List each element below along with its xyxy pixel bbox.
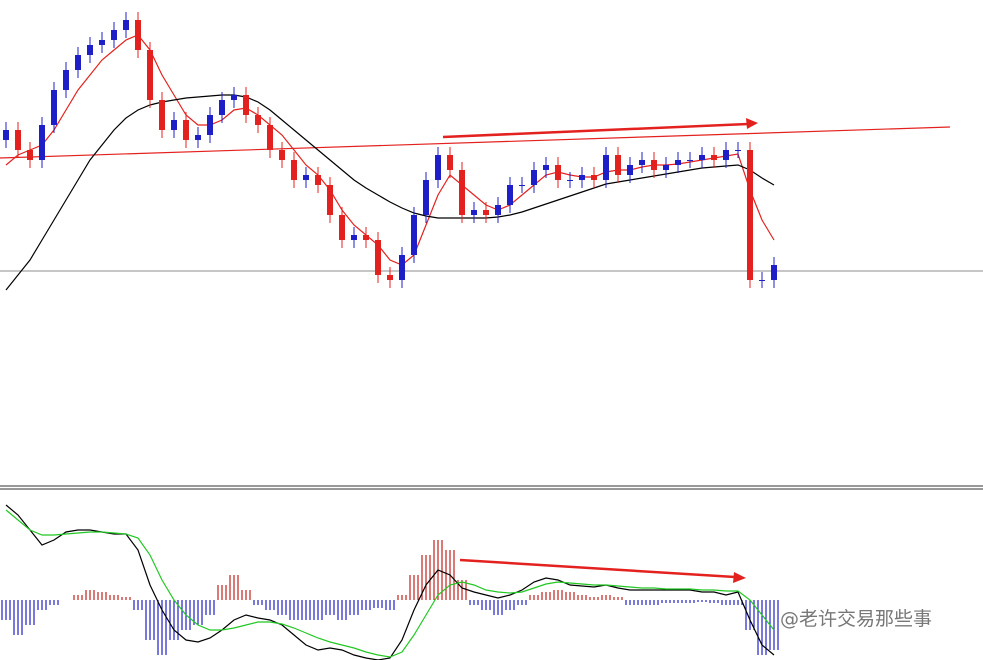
- candle-body: [711, 155, 717, 160]
- arrow-shaft: [442, 122, 749, 139]
- candle-body: [183, 120, 189, 140]
- candle-body: [63, 70, 69, 90]
- candle-body: [327, 185, 333, 215]
- candle-body: [351, 235, 357, 240]
- candle-body: [387, 275, 393, 280]
- moving-average: [5, 94, 775, 291]
- candle-body: [495, 205, 501, 215]
- candle-body: [87, 45, 93, 55]
- candle-body: [15, 130, 21, 150]
- candle-body: [471, 210, 477, 215]
- candle-body: [579, 175, 585, 180]
- candle-body: [519, 185, 525, 186]
- candle-body: [411, 215, 417, 255]
- candle-body: [219, 100, 225, 115]
- candle-body: [603, 155, 609, 180]
- candle-body: [687, 160, 693, 161]
- candle-body: [255, 115, 261, 125]
- candle-body: [291, 160, 297, 180]
- candle-body: [507, 185, 513, 205]
- candle-body: [459, 170, 465, 215]
- candle-body: [747, 150, 753, 280]
- candle-body: [135, 20, 141, 50]
- candle-body: [543, 165, 549, 170]
- candle-body: [759, 280, 765, 281]
- candle-body: [639, 160, 645, 165]
- candle-body: [771, 265, 777, 280]
- candle-body: [27, 150, 33, 160]
- candle-body: [267, 125, 273, 150]
- candle-body: [75, 55, 81, 70]
- candle-body: [723, 150, 729, 160]
- candle-body: [675, 160, 681, 165]
- candle-body: [207, 115, 213, 135]
- arrow-head: [746, 118, 758, 129]
- candle-body: [663, 165, 669, 170]
- candle-body: [51, 90, 57, 125]
- macd-line: [5, 509, 775, 658]
- candle-body: [423, 180, 429, 215]
- trend-line: [0, 126, 951, 159]
- candle-body: [231, 95, 237, 100]
- arrow-head: [733, 572, 746, 583]
- candle-body: [3, 130, 9, 140]
- candle-body: [483, 210, 489, 215]
- candle-body: [735, 150, 741, 151]
- candle-body: [279, 150, 285, 160]
- macd-line: [5, 504, 775, 660]
- candle-body: [591, 175, 597, 180]
- candle-body: [399, 255, 405, 280]
- candle-body: [99, 40, 105, 45]
- candle-body: [195, 135, 201, 140]
- candle-body: [627, 165, 633, 175]
- candle-body: [159, 100, 165, 130]
- candle-body: [567, 180, 573, 181]
- candle-body: [447, 155, 453, 170]
- candle-body: [435, 155, 441, 180]
- candle-body: [147, 50, 153, 100]
- candle-body: [303, 175, 309, 180]
- moving-average: [5, 34, 775, 266]
- watermark: @老许交易那些事: [780, 608, 932, 630]
- candle-body: [531, 170, 537, 185]
- candle-body: [555, 165, 561, 180]
- candle-body: [615, 155, 621, 175]
- candle-body: [339, 215, 345, 240]
- candle-body: [39, 125, 45, 160]
- candle-body: [111, 30, 117, 40]
- arrow-shaft: [459, 558, 736, 579]
- candle-body: [699, 155, 705, 160]
- candle-body: [243, 95, 249, 115]
- candle-body: [363, 235, 369, 240]
- candle-body: [315, 175, 321, 185]
- candle-body: [123, 20, 129, 30]
- candle-body: [171, 120, 177, 130]
- candle-body: [375, 240, 381, 275]
- candle-body: [651, 160, 657, 170]
